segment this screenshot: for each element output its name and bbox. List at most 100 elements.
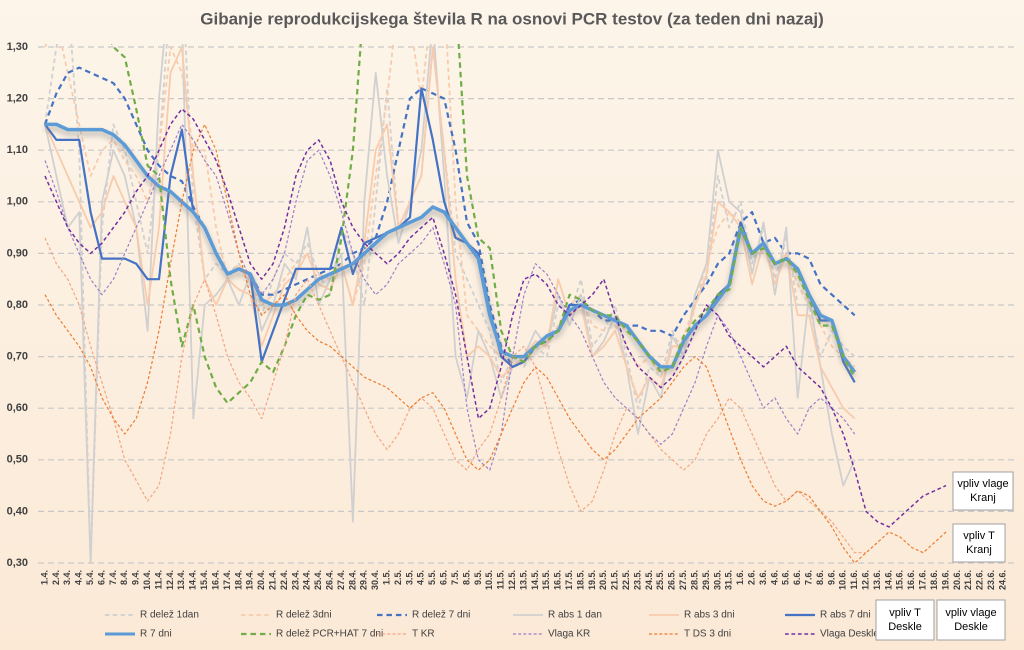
y-tick-label: 0,70	[7, 351, 28, 363]
x-tick-label: 20.5.	[598, 570, 608, 590]
x-tick-label: 18.4.	[233, 570, 243, 590]
x-tick-label: 8.6.	[815, 570, 825, 585]
legend-label: R delež 7 dni	[412, 610, 470, 621]
x-tick-label: 5.4.	[85, 570, 95, 585]
x-tick-label: 20.6.	[952, 570, 962, 590]
legend-label: R abs 1 dan	[548, 610, 602, 621]
plot-lines	[43, 44, 947, 564]
x-tick-label: 12.6.	[861, 570, 871, 590]
x-tick-label: 9.4.	[131, 570, 141, 585]
series-line	[44, 123, 856, 471]
annotation-text: Kranj	[970, 492, 996, 504]
legend: R delež 1dan R delež 3dni R delež 7 dni R a…	[105, 610, 879, 640]
series-line	[44, 44, 856, 379]
x-tick-label: 17.4.	[222, 570, 232, 590]
x-tick-label: 1.6.	[735, 570, 745, 585]
x-tick-label: 14.6.	[883, 570, 893, 590]
x-tick-label: 3.6.	[758, 570, 768, 585]
x-tick-label: 15.6.	[895, 570, 905, 590]
x-tick-label: 10.5.	[484, 570, 494, 590]
series-line	[110, 44, 856, 405]
x-tick-label: 20.4.	[256, 570, 266, 590]
x-tick-label: 8.4.	[119, 570, 129, 585]
x-tick-label: 5.6.	[781, 570, 791, 585]
x-tick-label: 19.4.	[245, 570, 255, 590]
x-tick-label: 11.4.	[153, 570, 163, 590]
x-tick-label: 29.4.	[359, 570, 369, 590]
x-tick-label: 12.4.	[165, 570, 175, 590]
annotation-text: vpliv T	[889, 607, 921, 619]
x-tick-label: 26.5.	[667, 570, 677, 590]
x-tick-label: 9.5.	[473, 570, 483, 585]
x-tick-label: 22.5.	[621, 570, 631, 590]
legend-label: R abs 7 dni	[820, 610, 871, 621]
x-tick-label: 13.5.	[518, 570, 528, 590]
annotation-text: Deskle	[888, 621, 922, 633]
chart-title: Gibanje reprodukcijskega števila R na os…	[200, 9, 824, 28]
x-tick-label: 14.5.	[530, 570, 540, 590]
x-tick-label: 15.5.	[541, 570, 551, 590]
x-tick-label: 22.4.	[279, 570, 289, 590]
x-tick-label: 22.6.	[975, 570, 985, 590]
y-tick-label: 1,30	[7, 41, 28, 53]
y-tick-label: 0,60	[7, 402, 28, 414]
x-tick-label: 6.4.	[96, 570, 106, 585]
annotation-box	[875, 599, 935, 641]
series-line	[44, 108, 947, 528]
x-tick-label: 1.5.	[382, 570, 392, 585]
legend-label: T DS 3 dni	[684, 629, 731, 640]
x-tick-label: 3.5.	[404, 570, 414, 585]
x-tick-label: 24.4.	[302, 570, 312, 590]
series-line	[44, 46, 856, 420]
annotation-box	[936, 599, 1006, 641]
annotation-box	[952, 523, 1006, 563]
x-tick-label: 5.5.	[427, 570, 437, 585]
x-tick-label: 24.6.	[997, 570, 1007, 590]
x-tick-label: 28.5.	[689, 570, 699, 590]
x-tick-label: 18.6.	[929, 570, 939, 590]
x-tick-label: 16.6.	[906, 570, 916, 590]
x-tick-label: 31.5.	[724, 570, 734, 590]
series-line	[43, 66, 856, 368]
annotation-text: Deskle	[954, 621, 988, 633]
series-line	[44, 44, 856, 564]
x-tick-label: 19.5.	[587, 570, 597, 590]
series-line	[45, 122, 857, 374]
x-tick-label: 25.4.	[313, 570, 323, 590]
x-tick-label: 4.6.	[769, 570, 779, 585]
x-tick-label: 2.6.	[746, 570, 756, 585]
x-tick-label: 23.6.	[986, 570, 996, 590]
x-tick-label: 7.4.	[108, 570, 118, 585]
y-tick-label: 0,50	[7, 454, 28, 466]
x-tick-label: 10.4.	[142, 570, 152, 590]
legend-label: R delež 3dni	[276, 610, 332, 621]
x-tick-label: 2.4.	[51, 570, 61, 585]
x-tick-label: 17.5.	[564, 570, 574, 590]
y-tick-label: 0,30	[7, 557, 28, 569]
annotation-text: vpliv vlage	[945, 607, 996, 619]
x-tick-label: 3.4.	[62, 570, 72, 585]
x-tick-label: 4.5.	[416, 570, 426, 585]
x-tick-label: 29.5.	[701, 570, 711, 590]
x-tick-label: 9.6.	[826, 570, 836, 585]
x-tick-label: 27.5.	[678, 570, 688, 590]
legend-label: T KR	[412, 629, 435, 640]
x-tick-label: 30.5.	[712, 570, 722, 590]
x-tick-label: 24.5.	[644, 570, 654, 590]
x-tick-label: 16.4.	[210, 570, 220, 590]
x-tick-label: 10.6.	[838, 570, 848, 590]
annotation-box	[952, 471, 1014, 511]
annotation-text: Kranj	[966, 544, 992, 556]
x-tick-label: 30.4.	[370, 570, 380, 590]
x-tick-label: 4.4.	[74, 570, 84, 585]
x-tick-label: 11.5.	[496, 570, 506, 590]
x-tick-label: 13.4.	[176, 570, 186, 590]
y-tick-label: 0,40	[7, 505, 28, 517]
x-tick-label: 14.4.	[188, 570, 198, 590]
legend-label: R abs 3 dni	[684, 610, 735, 621]
y-tick-label: 0,80	[7, 299, 28, 311]
y-tick-label: 1,10	[7, 144, 28, 156]
legend-label: R delež PCR+HAT 7 dni	[276, 629, 383, 640]
